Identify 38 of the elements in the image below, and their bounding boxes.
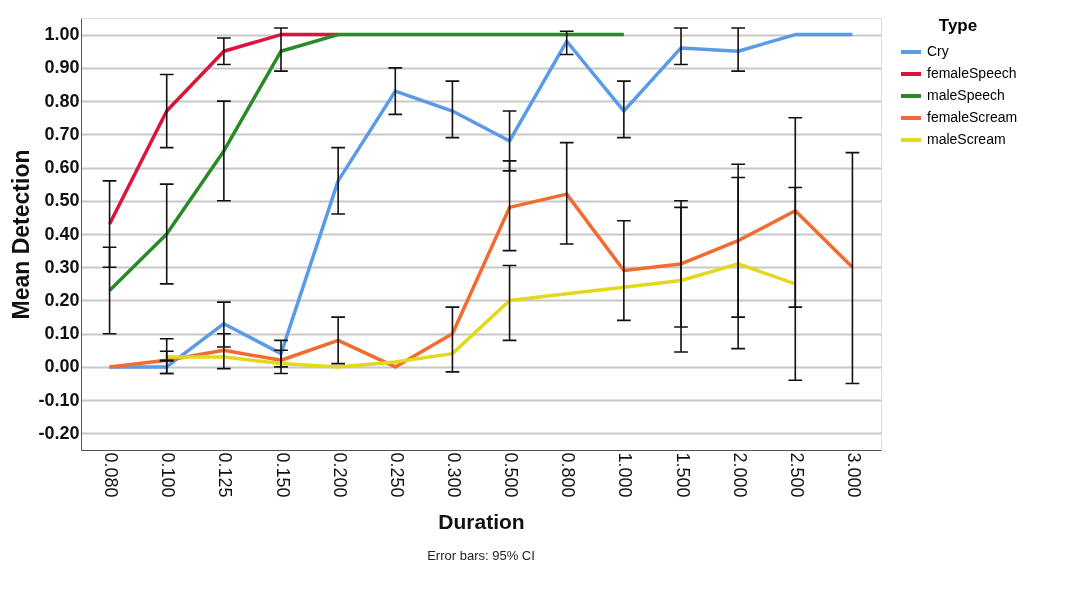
x-tick-label: 0.100 (158, 452, 179, 498)
y-tick-label: 0.10 (44, 323, 80, 344)
y-tick-label: -0.10 (38, 389, 80, 410)
x-tick-label: 0.150 (272, 452, 293, 498)
line-series (107, 32, 626, 293)
y-tick-label: 0.70 (44, 123, 80, 144)
y-tick-label: 0.40 (44, 223, 80, 244)
x-tick-label: 0.125 (215, 452, 236, 498)
y-tick-label: 0.50 (44, 190, 80, 211)
x-tick-label: 1.500 (672, 452, 693, 498)
y-tick-label: 0.90 (44, 57, 80, 78)
x-tick-label: 0.500 (501, 452, 522, 498)
x-axis-title: Duration (438, 509, 525, 533)
legend-label: maleScream (927, 131, 1006, 147)
legend-label: Cry (927, 43, 949, 59)
x-tick-label: 0.080 (101, 452, 122, 498)
legend-label: femaleSpeech (927, 65, 1017, 81)
line-series (107, 192, 855, 370)
x-tick-label: 2.500 (786, 452, 807, 498)
y-tick-label: -0.20 (38, 422, 80, 443)
x-tick-label: 1.000 (615, 452, 636, 498)
x-tick-label: 0.800 (558, 452, 579, 498)
text: Error bars: 95% CI (427, 548, 535, 564)
legend-label: femaleScream (927, 109, 1018, 125)
y-tick-label: 1.00 (44, 24, 80, 45)
x-tick-label: 0.200 (329, 452, 350, 498)
legend-label: maleSpeech (927, 87, 1005, 103)
y-tick-label: 0.60 (44, 157, 80, 178)
y-axis-title: Mean Detection (8, 149, 35, 320)
x-tick-label: 0.300 (443, 452, 464, 498)
x-tick-label: 3.000 (843, 452, 864, 498)
y-tick-label: 0.20 (44, 289, 80, 310)
y-tick-label: 0.80 (44, 90, 80, 111)
y-tick-label: 0.00 (44, 356, 80, 377)
x-tick-label: 2.000 (729, 452, 750, 498)
y-tick-label: 0.30 (44, 256, 80, 277)
legend-title: Type (938, 16, 978, 35)
x-tick-label: 0.250 (386, 452, 407, 498)
